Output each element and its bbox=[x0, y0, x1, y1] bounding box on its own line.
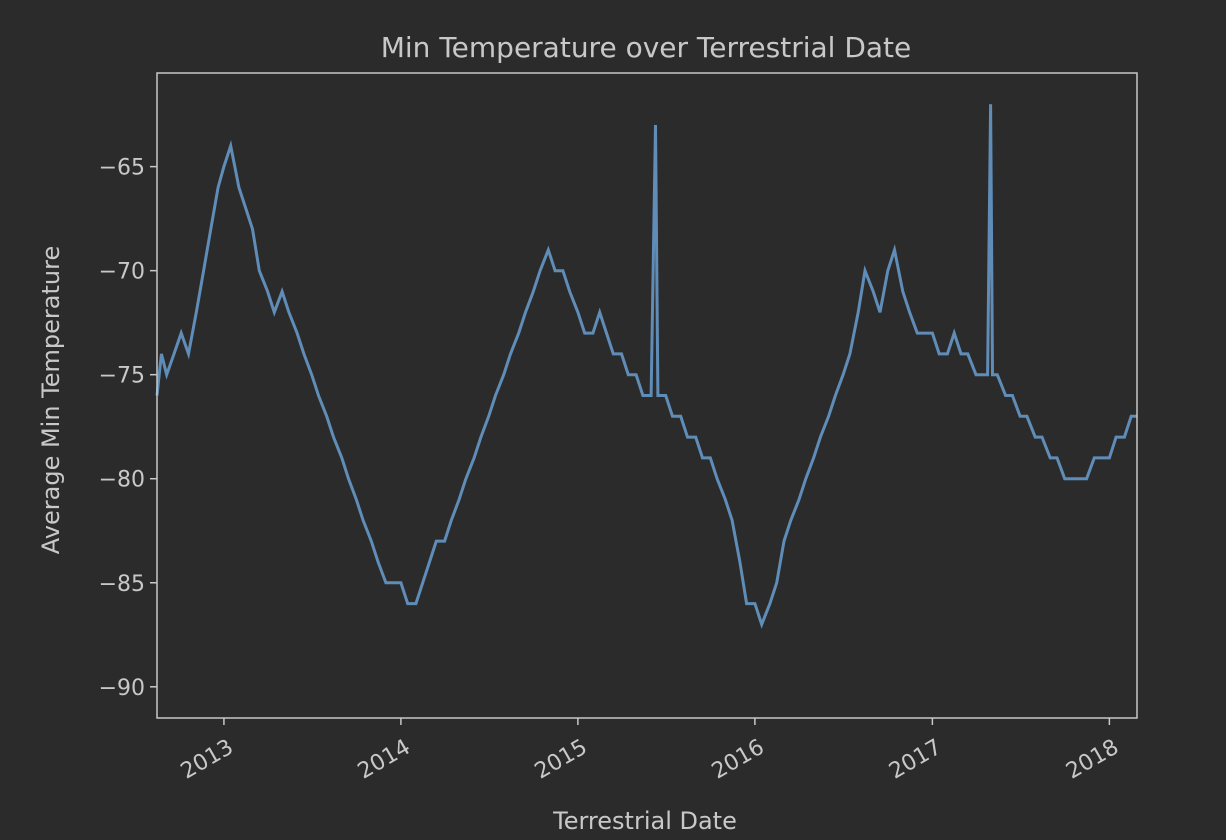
y-tick-label: −75 bbox=[99, 364, 145, 389]
chart-title: Min Temperature over Terrestrial Date bbox=[381, 31, 912, 64]
plot-area bbox=[155, 104, 1137, 629]
y-tick-label: −90 bbox=[99, 676, 145, 701]
y-tick-label: −70 bbox=[99, 260, 145, 285]
y-tick-label: −80 bbox=[99, 468, 145, 493]
y-tick-label: −85 bbox=[99, 572, 145, 597]
y-axis-label: Average Min Temperature bbox=[37, 246, 65, 554]
axes-frame bbox=[156, 72, 1138, 719]
x-axis-label: Terrestrial Date bbox=[552, 807, 737, 835]
y-tick-label: −65 bbox=[99, 156, 145, 181]
series-line bbox=[155, 104, 1137, 629]
y-axis: −65 −70 −75 −80 −85 −90 bbox=[99, 156, 157, 701]
